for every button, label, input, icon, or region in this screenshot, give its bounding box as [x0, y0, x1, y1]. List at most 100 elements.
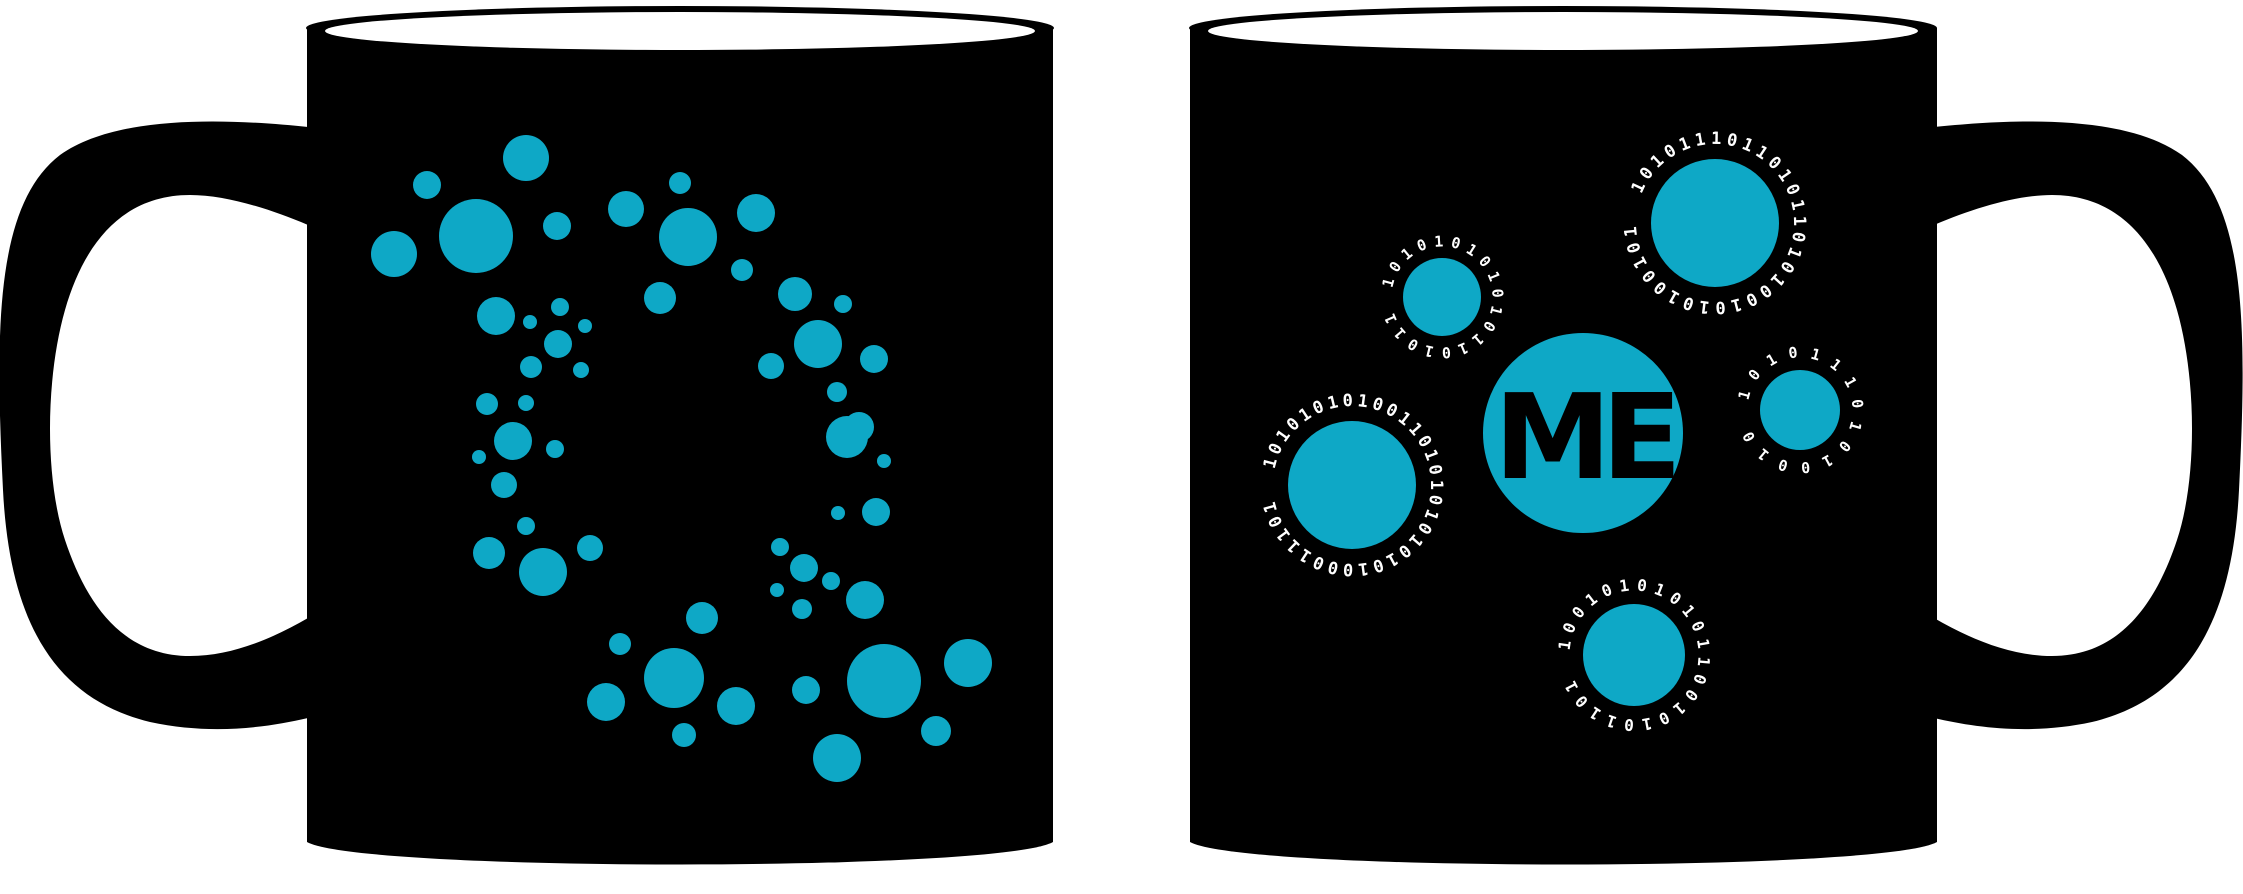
- bubble-circle: [1760, 370, 1840, 450]
- binary-digit: 1: [1426, 480, 1446, 490]
- swirl-dot: [672, 723, 696, 747]
- swirl-dot: [771, 538, 789, 556]
- binary-digit: 1: [1693, 130, 1707, 151]
- swirl-dot: [731, 259, 753, 281]
- swirl-dot: [669, 172, 691, 194]
- swirl-dot: [834, 295, 852, 313]
- swirl-dot: [543, 212, 571, 240]
- binary-digit: 1: [1786, 198, 1808, 212]
- swirl-dot: [413, 171, 441, 199]
- swirl-dot: [717, 687, 755, 725]
- swirl-dot: [494, 422, 532, 460]
- binary-digit: 1: [1698, 296, 1711, 317]
- binary-digit: 1: [1618, 576, 1630, 596]
- swirl-dot: [439, 199, 513, 273]
- bubble-circle: [1403, 258, 1481, 336]
- swirl-dot: [551, 298, 569, 316]
- c-swirl-graphic: [371, 135, 992, 782]
- binary-digit: 1: [1621, 226, 1642, 238]
- binary-digit: 0: [1787, 230, 1808, 243]
- swirl-dot: [587, 683, 625, 721]
- swirl-dot: [371, 231, 417, 277]
- bubble-circle: [1583, 604, 1685, 706]
- swirl-dot: [644, 282, 676, 314]
- binary-digit: 0: [1449, 233, 1462, 253]
- swirl-dot: [944, 639, 992, 687]
- bubble-circle: [1288, 421, 1416, 549]
- swirl-dot: [792, 599, 812, 619]
- swirl-dot: [519, 548, 567, 596]
- swirl-dot: [473, 537, 505, 569]
- swirl-dot: [758, 353, 784, 379]
- swirl-dot: [476, 393, 498, 415]
- swirl-dot: [794, 320, 842, 368]
- binary-digit: 1: [1640, 714, 1653, 734]
- swirl-dot: [608, 191, 644, 227]
- swirl-dot: [517, 517, 535, 535]
- binary-digit: 1: [1735, 388, 1755, 401]
- binary-digit: 0: [1424, 493, 1445, 507]
- swirl-dot: [546, 440, 564, 458]
- swirl-dot: [831, 506, 845, 520]
- swirl-dot: [644, 648, 704, 708]
- swirl-dot: [577, 535, 603, 561]
- swirl-dot: [518, 395, 534, 411]
- swirl-dot: [792, 676, 820, 704]
- binary-digit: 1: [1693, 637, 1713, 650]
- binary-digit: 1: [1694, 656, 1714, 667]
- binary-digit: 0: [1343, 559, 1354, 579]
- binary-digit: 0: [1725, 130, 1739, 152]
- swirl-dot: [790, 554, 818, 582]
- swirl-dot: [877, 454, 891, 468]
- swirl-dot: [520, 356, 542, 378]
- swirl-dot: [822, 572, 840, 590]
- swirl-dot: [827, 382, 847, 402]
- binary-digit: 1: [1379, 276, 1399, 289]
- swirl-dot: [921, 716, 951, 746]
- binary-digit: 0: [1624, 715, 1635, 735]
- binary-digit: 1: [1555, 639, 1575, 651]
- binary-digit: 0: [1787, 343, 1798, 362]
- left-mug-rim-opening: [325, 12, 1035, 50]
- swirl-dot: [860, 345, 888, 373]
- binary-digit: 1: [1423, 341, 1436, 361]
- right-mug-handle: [1934, 121, 2243, 730]
- left-mug-handle: [0, 121, 308, 730]
- swirl-dot: [826, 416, 868, 458]
- binary-digit: 1: [1789, 216, 1809, 227]
- binary-digit: 1: [1260, 456, 1282, 471]
- swirl-dot: [737, 194, 775, 232]
- binary-digit: 0: [1424, 463, 1446, 477]
- swirl-dot: [544, 330, 572, 358]
- swirl-dot: [491, 472, 517, 498]
- binary-digit: 1: [1711, 129, 1722, 149]
- swirl-dot: [813, 734, 861, 782]
- right-mug-rim-opening: [1208, 12, 1918, 50]
- swirl-dot: [523, 315, 537, 329]
- binary-digit: 1: [1434, 232, 1444, 251]
- swirl-dot: [686, 602, 718, 634]
- binary-digit: 0: [1441, 343, 1451, 362]
- binary-digit: 1: [1357, 391, 1370, 412]
- me-logo-circle: [1483, 333, 1683, 533]
- left-mug: [0, 6, 1054, 865]
- me-logo-text: ME: [1494, 368, 1673, 506]
- binary-digit: 0: [1342, 391, 1353, 411]
- binary-digit: 0: [1800, 458, 1811, 477]
- binary-digit: 1: [1729, 293, 1744, 315]
- swirl-dot: [503, 135, 549, 181]
- binary-digit: 0: [1715, 296, 1727, 317]
- swirl-dot: [847, 644, 921, 718]
- swirl-dot: [472, 450, 486, 464]
- binary-digit: 1: [1260, 500, 1282, 515]
- binary-digit: 0: [1488, 288, 1507, 298]
- swirl-dot: [609, 633, 631, 655]
- binary-digit: 1: [1357, 558, 1370, 579]
- swirl-dot: [578, 319, 592, 333]
- swirl-dot: [862, 498, 890, 526]
- binary-digit: 1: [1486, 304, 1506, 317]
- binary-digit: 1: [1326, 392, 1341, 414]
- swirl-dot: [477, 297, 515, 335]
